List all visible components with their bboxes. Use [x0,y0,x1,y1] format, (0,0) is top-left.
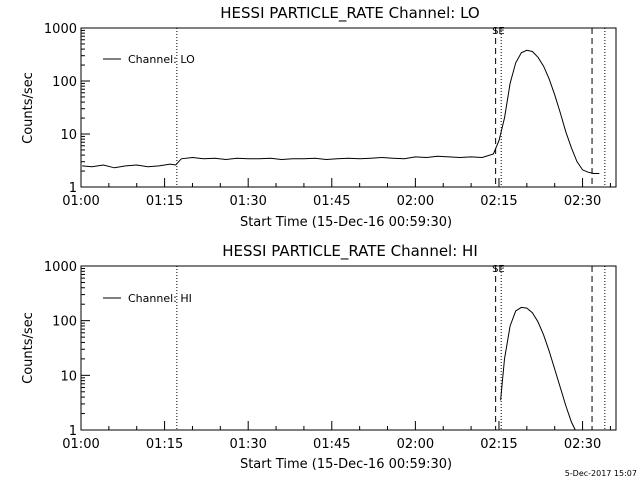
panel-hi-plot-area [80,265,617,431]
panel-hi-annotation: SE [492,264,505,275]
footer-timestamp: 5-Dec-2017 15:07 [565,469,637,478]
panel-lo-x-tick-label: 02:00 [397,194,434,209]
panel-hi-y-tick-label: 10 [60,369,77,384]
panel-hi-y-tick-label: 1 [69,424,77,439]
panel-hi-legend-label: Channel: HI [128,292,192,305]
panel-hi-x-tick-label: 01:45 [313,437,350,452]
panel-lo-markers: SE [176,26,606,187]
panel-hi-legend: Channel: HI [103,292,192,305]
panel-hi-x-tick-label: 02:30 [564,437,601,452]
panel-lo-y-tick-label: 10 [60,128,77,143]
panel-hi-series-line [500,306,576,431]
panel-lo-x-tick-label: 01:15 [146,194,183,209]
panel-lo-x-axis-label: Start Time (15-Dec-16 00:59:30) [240,215,452,230]
panel-lo-y-ticks: 1 10 100 1000 [44,22,90,196]
panel-hi-title: HESSI PARTICLE_RATE Channel: HI [222,242,478,261]
panel-hi-x-tick-label: 02:15 [480,437,517,452]
panel-lo-y-tick-label: 1000 [44,22,77,37]
panel-lo-plot-area [80,27,617,188]
panel-lo-x-tick-label: 02:15 [480,194,517,209]
panel-hi-x-tick-label: 01:00 [62,437,99,452]
panel-hi-y-tick-label: 100 [52,315,77,330]
panel-lo-series-line [82,49,600,174]
panel-lo-y-tick-label: 100 [52,75,77,90]
panel-lo-title: HESSI PARTICLE_RATE Channel: LO [220,4,479,23]
panel-lo-legend-label: Channel: LO [128,53,195,66]
panel-lo-x-tick-label: 01:00 [62,194,99,209]
panel-lo-legend: Channel: LO [103,53,195,66]
panel-hi-x-tick-label: 02:00 [397,437,434,452]
panel-lo-annotation: SE [492,26,505,37]
panel-lo-x-tick-label: 01:30 [229,194,266,209]
panel-hi-y-ticks: 1 10 100 1000 [44,260,90,439]
panel-hi-x-ticks: 01:00 01:15 01:30 01:45 02:00 02:15 02:30 [62,421,611,452]
panel-lo-x-ticks: 01:00 01:15 01:30 01:45 02:00 02:15 02:30 [62,178,611,209]
panel-lo-x-tick-label: 01:45 [313,194,350,209]
panel-hi-y-tick-label: 1000 [44,260,77,275]
panel-hi: HESSI PARTICLE_RATE Channel: HI 1 10 100 10… [21,242,617,472]
panel-hi-y-axis-label: Counts/sec [21,312,36,384]
panel-lo-x-tick-label: 02:30 [564,194,601,209]
panel-lo: HESSI PARTICLE_RATE Channel: LO 1 10 100 10… [21,4,617,230]
panel-hi-x-axis-label: Start Time (15-Dec-16 00:59:30) [240,457,452,472]
panel-hi-markers: SE [176,264,606,430]
panel-lo-y-tick-label: 1 [69,181,77,196]
panel-hi-x-tick-label: 01:15 [146,437,183,452]
panel-hi-x-tick-label: 01:30 [229,437,266,452]
panel-lo-y-axis-label: Counts/sec [21,72,36,144]
